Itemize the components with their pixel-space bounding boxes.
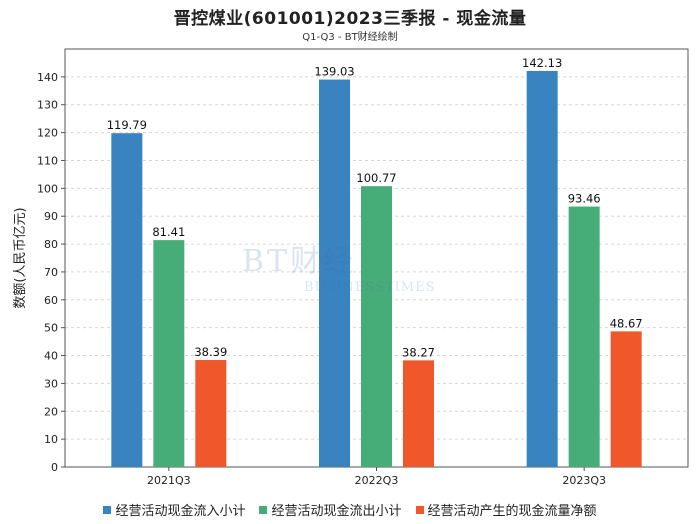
- y-tick-label: 70: [44, 266, 58, 279]
- data-label: 48.67: [610, 316, 643, 330]
- legend: 经营活动现金流入小计 经营活动现金流出小计 经营活动产生的现金流量净额: [0, 500, 700, 519]
- y-tick-label: 0: [51, 461, 58, 474]
- data-label: 38.39: [194, 345, 227, 359]
- data-label: 38.27: [402, 345, 435, 359]
- chart-title: 晋控煤业(601001)2023三季报 - 现金流量: [173, 9, 527, 29]
- legend-label: 经营活动产生的现金流量净额: [427, 504, 597, 519]
- y-tick-label: 50: [44, 322, 58, 335]
- bar: [403, 360, 434, 467]
- data-label: 119.79: [107, 118, 147, 132]
- legend-item: 经营活动现金流入小计: [103, 500, 245, 519]
- legend-swatch: [259, 505, 268, 514]
- data-label: 142.13: [522, 56, 562, 70]
- legend-item: 经营活动产生的现金流量净额: [415, 500, 597, 519]
- data-label: 139.03: [314, 65, 354, 79]
- bar: [319, 79, 350, 467]
- legend-label: 经营活动现金流入小计: [115, 504, 246, 519]
- y-tick-label: 30: [44, 377, 58, 390]
- data-label: 100.77: [356, 171, 396, 185]
- legend-swatch: [103, 505, 112, 514]
- x-tick-label: 2023Q3: [562, 474, 606, 487]
- bar: [195, 360, 227, 467]
- y-tick-label: 140: [37, 71, 58, 84]
- bar: [610, 331, 642, 467]
- y-axis-label: 数额(人民币亿元): [13, 207, 28, 308]
- y-tick-label: 10: [44, 433, 58, 446]
- y-tick-label: 80: [44, 238, 58, 251]
- data-label: 81.41: [152, 225, 185, 239]
- data-label: 93.46: [568, 192, 601, 206]
- y-tick-label: 90: [44, 210, 58, 223]
- x-tick-label: 2021Q3: [147, 474, 191, 487]
- legend-item: 经营活动现金流出小计: [259, 500, 402, 519]
- bar: [361, 186, 392, 467]
- y-tick-label: 40: [44, 350, 58, 363]
- chart-subtitle: Q1-Q3 - BT财经绘制: [302, 32, 398, 43]
- y-tick-label: 120: [37, 127, 58, 140]
- legend-label: 经营活动现金流出小计: [271, 504, 402, 519]
- y-tick-label: 130: [37, 99, 58, 112]
- y-tick-label: 110: [37, 154, 58, 167]
- bar: [111, 133, 143, 468]
- bar: [526, 70, 558, 468]
- y-tick-label: 100: [37, 182, 58, 195]
- y-tick-label: 20: [44, 405, 58, 418]
- legend-swatch: [415, 505, 424, 514]
- bar: [153, 240, 185, 467]
- bar: [568, 206, 600, 467]
- y-tick-label: 60: [44, 294, 58, 307]
- x-tick-label: 2022Q3: [355, 474, 399, 487]
